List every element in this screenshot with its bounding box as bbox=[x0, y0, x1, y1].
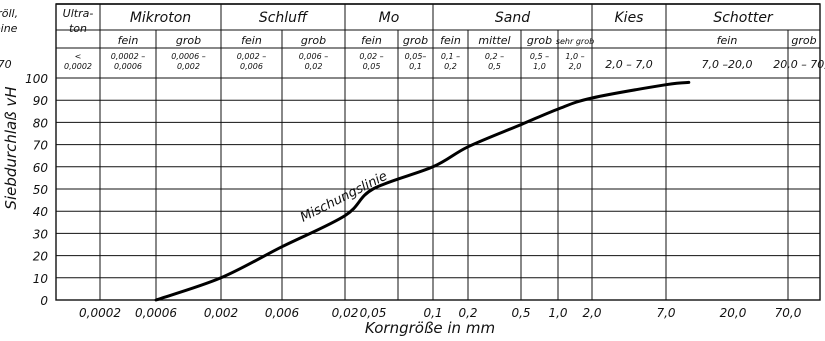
x-tick-label: 70,0 bbox=[775, 306, 802, 320]
size-range: 0,006 bbox=[240, 62, 263, 71]
x-tick-label: 7,0 bbox=[656, 306, 675, 320]
size-range: 0,1 – bbox=[441, 52, 460, 61]
fraction-name: Schluff bbox=[259, 10, 309, 26]
y-tick-label: 90 bbox=[33, 94, 49, 108]
size-range: < bbox=[75, 52, 82, 61]
x-tick-label: 1,0 bbox=[548, 306, 567, 320]
series: Mischungslinie bbox=[154, 80, 691, 302]
size-range: 0,5 bbox=[488, 62, 501, 71]
x-tick-label: 0,0002 bbox=[79, 306, 121, 320]
x-tick-label: 0,05 bbox=[360, 306, 387, 320]
sub-fraction-label: fein bbox=[440, 34, 461, 47]
size-range: 0,02 bbox=[305, 62, 323, 71]
fraction-name: ton bbox=[69, 22, 87, 35]
sub-fraction-label: mittel bbox=[478, 34, 510, 47]
x-tick-label: 0,002 bbox=[204, 306, 238, 320]
fraction-name: Sand bbox=[495, 10, 530, 26]
sub-fraction-label: grob bbox=[791, 34, 816, 47]
x-tick-label: 0,5 bbox=[511, 306, 530, 320]
y-tick-label: 10 bbox=[33, 272, 49, 286]
y-axis: 0 10 20 30 40 50 60 70 80 90 100 bbox=[25, 72, 48, 308]
fraction-name: Mikroton bbox=[130, 10, 191, 26]
y-tick-label: 60 bbox=[33, 161, 49, 175]
y-tick-label: 50 bbox=[33, 183, 49, 197]
fraction-name: Steine bbox=[0, 22, 18, 35]
sub-fraction-label: fein bbox=[361, 34, 382, 47]
size-range: 7,0 –20,0 bbox=[702, 58, 753, 71]
fraction-name: Kies bbox=[615, 10, 644, 26]
chart-frame bbox=[55, 3, 821, 301]
series-line-mischungslinie bbox=[154, 80, 691, 302]
sub-fraction-label: fein bbox=[241, 34, 262, 47]
size-range: 0,0006 – bbox=[171, 52, 206, 61]
size-range: 1,0 bbox=[533, 62, 546, 71]
size-range: 0,05 bbox=[363, 62, 381, 71]
sub-fraction-label: sehr grob bbox=[556, 37, 594, 46]
x-axis: 0,0002 0,0006 0,002 0,006 0,02 0,05 0,1 0,2 0,5 1… bbox=[79, 306, 802, 320]
y-tick-label: 30 bbox=[33, 227, 49, 241]
x-tick-label: 2,0 bbox=[582, 306, 601, 320]
size-range: 0,0002 bbox=[64, 62, 92, 71]
x-tick-label: 0,006 bbox=[265, 306, 300, 320]
y-tick-label: 0 bbox=[40, 294, 48, 308]
size-range: 1,0 – bbox=[565, 52, 584, 61]
size-range: 0,0002 – bbox=[111, 52, 146, 61]
y-tick-label: 40 bbox=[33, 205, 49, 219]
size-range: 0,2 bbox=[444, 62, 457, 71]
fraction-name: Mo bbox=[379, 10, 400, 26]
sub-fraction-label: grob bbox=[403, 34, 428, 47]
size-range: 0,02 – bbox=[359, 52, 383, 61]
y-tick-label: 20 bbox=[33, 250, 49, 264]
size-range: 20,0 – 70,0 bbox=[773, 58, 825, 71]
grid bbox=[55, 3, 821, 301]
size-range: 0,2 – bbox=[485, 52, 504, 61]
x-tick-label: 0,0006 bbox=[135, 306, 177, 320]
sub-fraction-label: grob bbox=[527, 34, 552, 47]
size-range: 0,002 bbox=[177, 62, 200, 71]
y-tick-label: 70 bbox=[33, 139, 49, 153]
sub-fraction-label: grob bbox=[301, 34, 326, 47]
sub-fraction-label: fein bbox=[717, 34, 738, 47]
x-tick-label: 0,02 bbox=[332, 306, 359, 320]
y-axis-label: Siebdurchlaß vH bbox=[2, 86, 20, 209]
size-range: 2,0 – 7,0 bbox=[605, 58, 652, 71]
size-range: 0,006 – bbox=[299, 52, 328, 61]
size-range: 2,0 bbox=[569, 62, 582, 71]
size-range: 0,002 – bbox=[237, 52, 266, 61]
x-tick-label: 0,1 bbox=[423, 306, 442, 320]
fraction-name: Ultra- bbox=[63, 7, 94, 20]
fraction-name: Schotter bbox=[713, 10, 774, 26]
sub-fraction-label: fein bbox=[118, 34, 139, 47]
y-tick-label: 100 bbox=[25, 72, 48, 86]
size-range: 0,5 – bbox=[530, 52, 549, 61]
size-range: 0,05– bbox=[405, 52, 427, 61]
size-range: 0,1 bbox=[409, 62, 422, 71]
size-range: >70 bbox=[0, 58, 12, 71]
size-range: 0,0006 bbox=[114, 62, 142, 71]
x-axis-label: Korngröße in mm bbox=[365, 319, 495, 337]
x-tick-label: 20,0 bbox=[720, 306, 747, 320]
fraction-name: Geröll, bbox=[0, 7, 18, 20]
y-tick-label: 80 bbox=[33, 116, 49, 130]
x-tick-label: 0,2 bbox=[458, 306, 477, 320]
sub-fraction-label: grob bbox=[176, 34, 201, 47]
